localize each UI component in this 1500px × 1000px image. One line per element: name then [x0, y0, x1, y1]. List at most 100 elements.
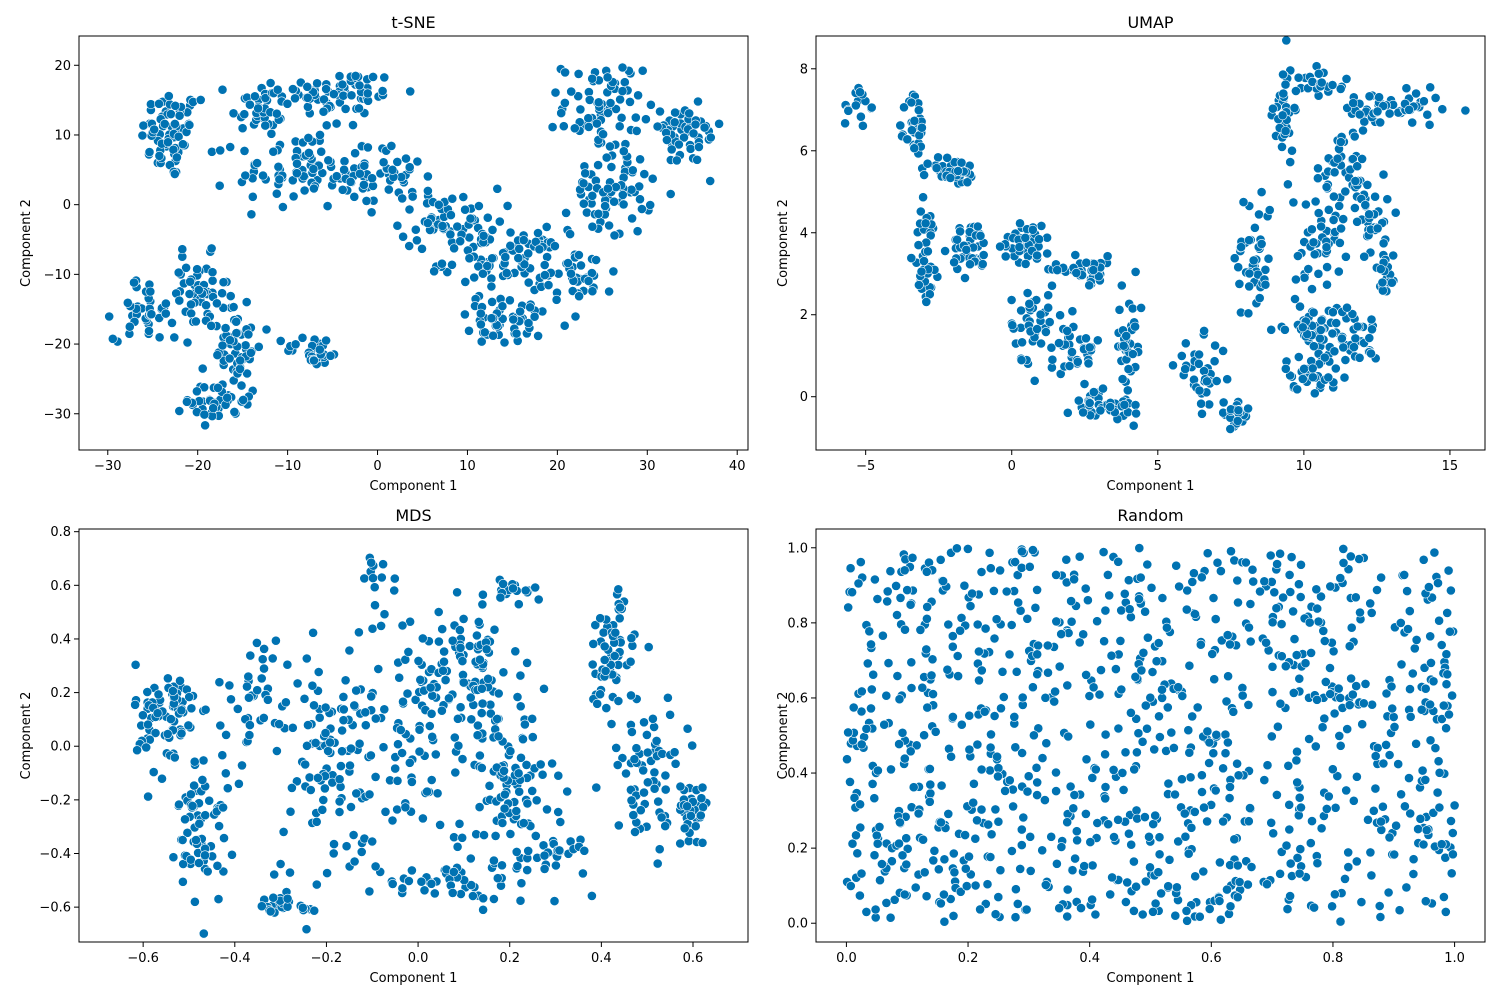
- scatter-point: [626, 633, 637, 644]
- scatter-point: [1202, 548, 1213, 559]
- scatter-point: [1123, 364, 1134, 374]
- scatter-point: [1288, 606, 1298, 617]
- scatter-point: [454, 818, 465, 829]
- scatter-point: [345, 176, 356, 187]
- scatter-point: [498, 579, 508, 589]
- scatter-point: [1316, 77, 1327, 88]
- scatter-point: [655, 106, 665, 117]
- scatter-point: [483, 673, 493, 684]
- scatter-point: [1364, 333, 1375, 343]
- scatter-point: [1218, 763, 1228, 774]
- scatter-point: [1313, 268, 1324, 279]
- scatter-point: [1404, 773, 1414, 783]
- scatter-point: [1273, 721, 1283, 732]
- scatter-point: [1278, 69, 1288, 80]
- scatter-point: [895, 817, 905, 828]
- scatter-point: [1388, 712, 1399, 722]
- scatter-point: [1155, 732, 1165, 742]
- scatter-point: [1312, 694, 1322, 705]
- scatter-point: [453, 740, 464, 751]
- scatter-point: [625, 97, 635, 107]
- scatter-point: [224, 680, 235, 691]
- scatter-point: [218, 866, 229, 877]
- scatter-point: [1024, 298, 1035, 309]
- scatter-point: [303, 720, 313, 730]
- scatter-point: [1307, 363, 1318, 374]
- scatter-point: [1243, 879, 1253, 890]
- scatter-point: [690, 119, 701, 130]
- scatter-point: [180, 814, 190, 825]
- scatter-point: [438, 665, 448, 676]
- scatter-point: [1293, 251, 1303, 261]
- scatter-point: [1404, 606, 1415, 616]
- scatter-point: [1099, 636, 1109, 647]
- scatter-point: [1017, 337, 1027, 348]
- scatter-point: [1439, 892, 1449, 902]
- scatter-point: [1360, 200, 1371, 210]
- scatter-point: [1088, 265, 1099, 275]
- scatter-point: [913, 240, 924, 250]
- scatter-point: [1382, 194, 1393, 205]
- scatter-point: [945, 172, 956, 183]
- scatter-point: [1317, 722, 1328, 733]
- scatter-point: [488, 894, 499, 904]
- scatter-point: [948, 911, 959, 921]
- scatter-point: [989, 711, 1000, 721]
- scatter-point: [1384, 108, 1395, 119]
- scatter-point: [1010, 742, 1021, 753]
- scatter-point: [1233, 770, 1244, 781]
- scatter-point: [1245, 803, 1255, 813]
- scatter-point: [666, 144, 677, 155]
- y-tick-label: 20: [54, 59, 71, 74]
- scatter-point: [1288, 688, 1299, 698]
- scatter-point: [855, 799, 865, 810]
- scatter-point: [593, 97, 604, 108]
- scatter-point: [1040, 692, 1051, 703]
- scatter-point: [1372, 585, 1382, 595]
- scatter-point: [670, 107, 680, 118]
- scatter-point: [566, 86, 577, 97]
- scatter-point: [492, 183, 503, 194]
- scatter-point: [174, 799, 184, 810]
- scatter-point: [387, 815, 398, 826]
- scatter-point: [849, 792, 860, 803]
- scatter-point: [1304, 617, 1315, 628]
- scatter-point: [1280, 324, 1290, 335]
- scatter-point: [614, 121, 625, 132]
- scatter-point: [1072, 356, 1083, 367]
- scatter-point: [1445, 626, 1455, 637]
- scatter-point: [856, 739, 867, 750]
- scatter-point: [447, 193, 458, 204]
- scatter-point: [256, 901, 267, 912]
- scatter-point: [1312, 603, 1323, 614]
- scatter-point: [278, 827, 289, 837]
- scatter-point: [1400, 801, 1410, 812]
- scatter-point: [215, 145, 226, 156]
- scatter-point: [238, 394, 249, 405]
- scatter-point: [308, 183, 319, 194]
- scatter-point: [322, 868, 332, 878]
- scatter-point: [1204, 758, 1214, 768]
- scatter-point: [983, 819, 994, 830]
- scatter-point: [169, 169, 180, 179]
- scatter-point: [337, 184, 348, 195]
- scatter-point: [292, 678, 303, 689]
- scatter-point: [160, 298, 171, 309]
- scatter-point: [918, 834, 928, 845]
- scatter-point: [662, 135, 672, 145]
- scatter-point: [601, 703, 612, 713]
- scatter-point: [495, 592, 506, 603]
- scatter-point: [1225, 424, 1236, 434]
- scatter-point: [307, 680, 318, 691]
- scatter-point: [1109, 832, 1119, 842]
- scatter-point: [652, 121, 663, 132]
- scatter-point: [474, 654, 485, 665]
- scatter-point: [258, 713, 269, 723]
- scatter-point: [845, 563, 856, 574]
- scatter-point: [1193, 358, 1204, 369]
- scatter-point: [917, 122, 927, 133]
- scatter-point: [867, 779, 878, 789]
- scatter-point: [273, 161, 284, 172]
- y-tick-label: 0.4: [787, 767, 808, 782]
- scatter-point: [1329, 346, 1340, 357]
